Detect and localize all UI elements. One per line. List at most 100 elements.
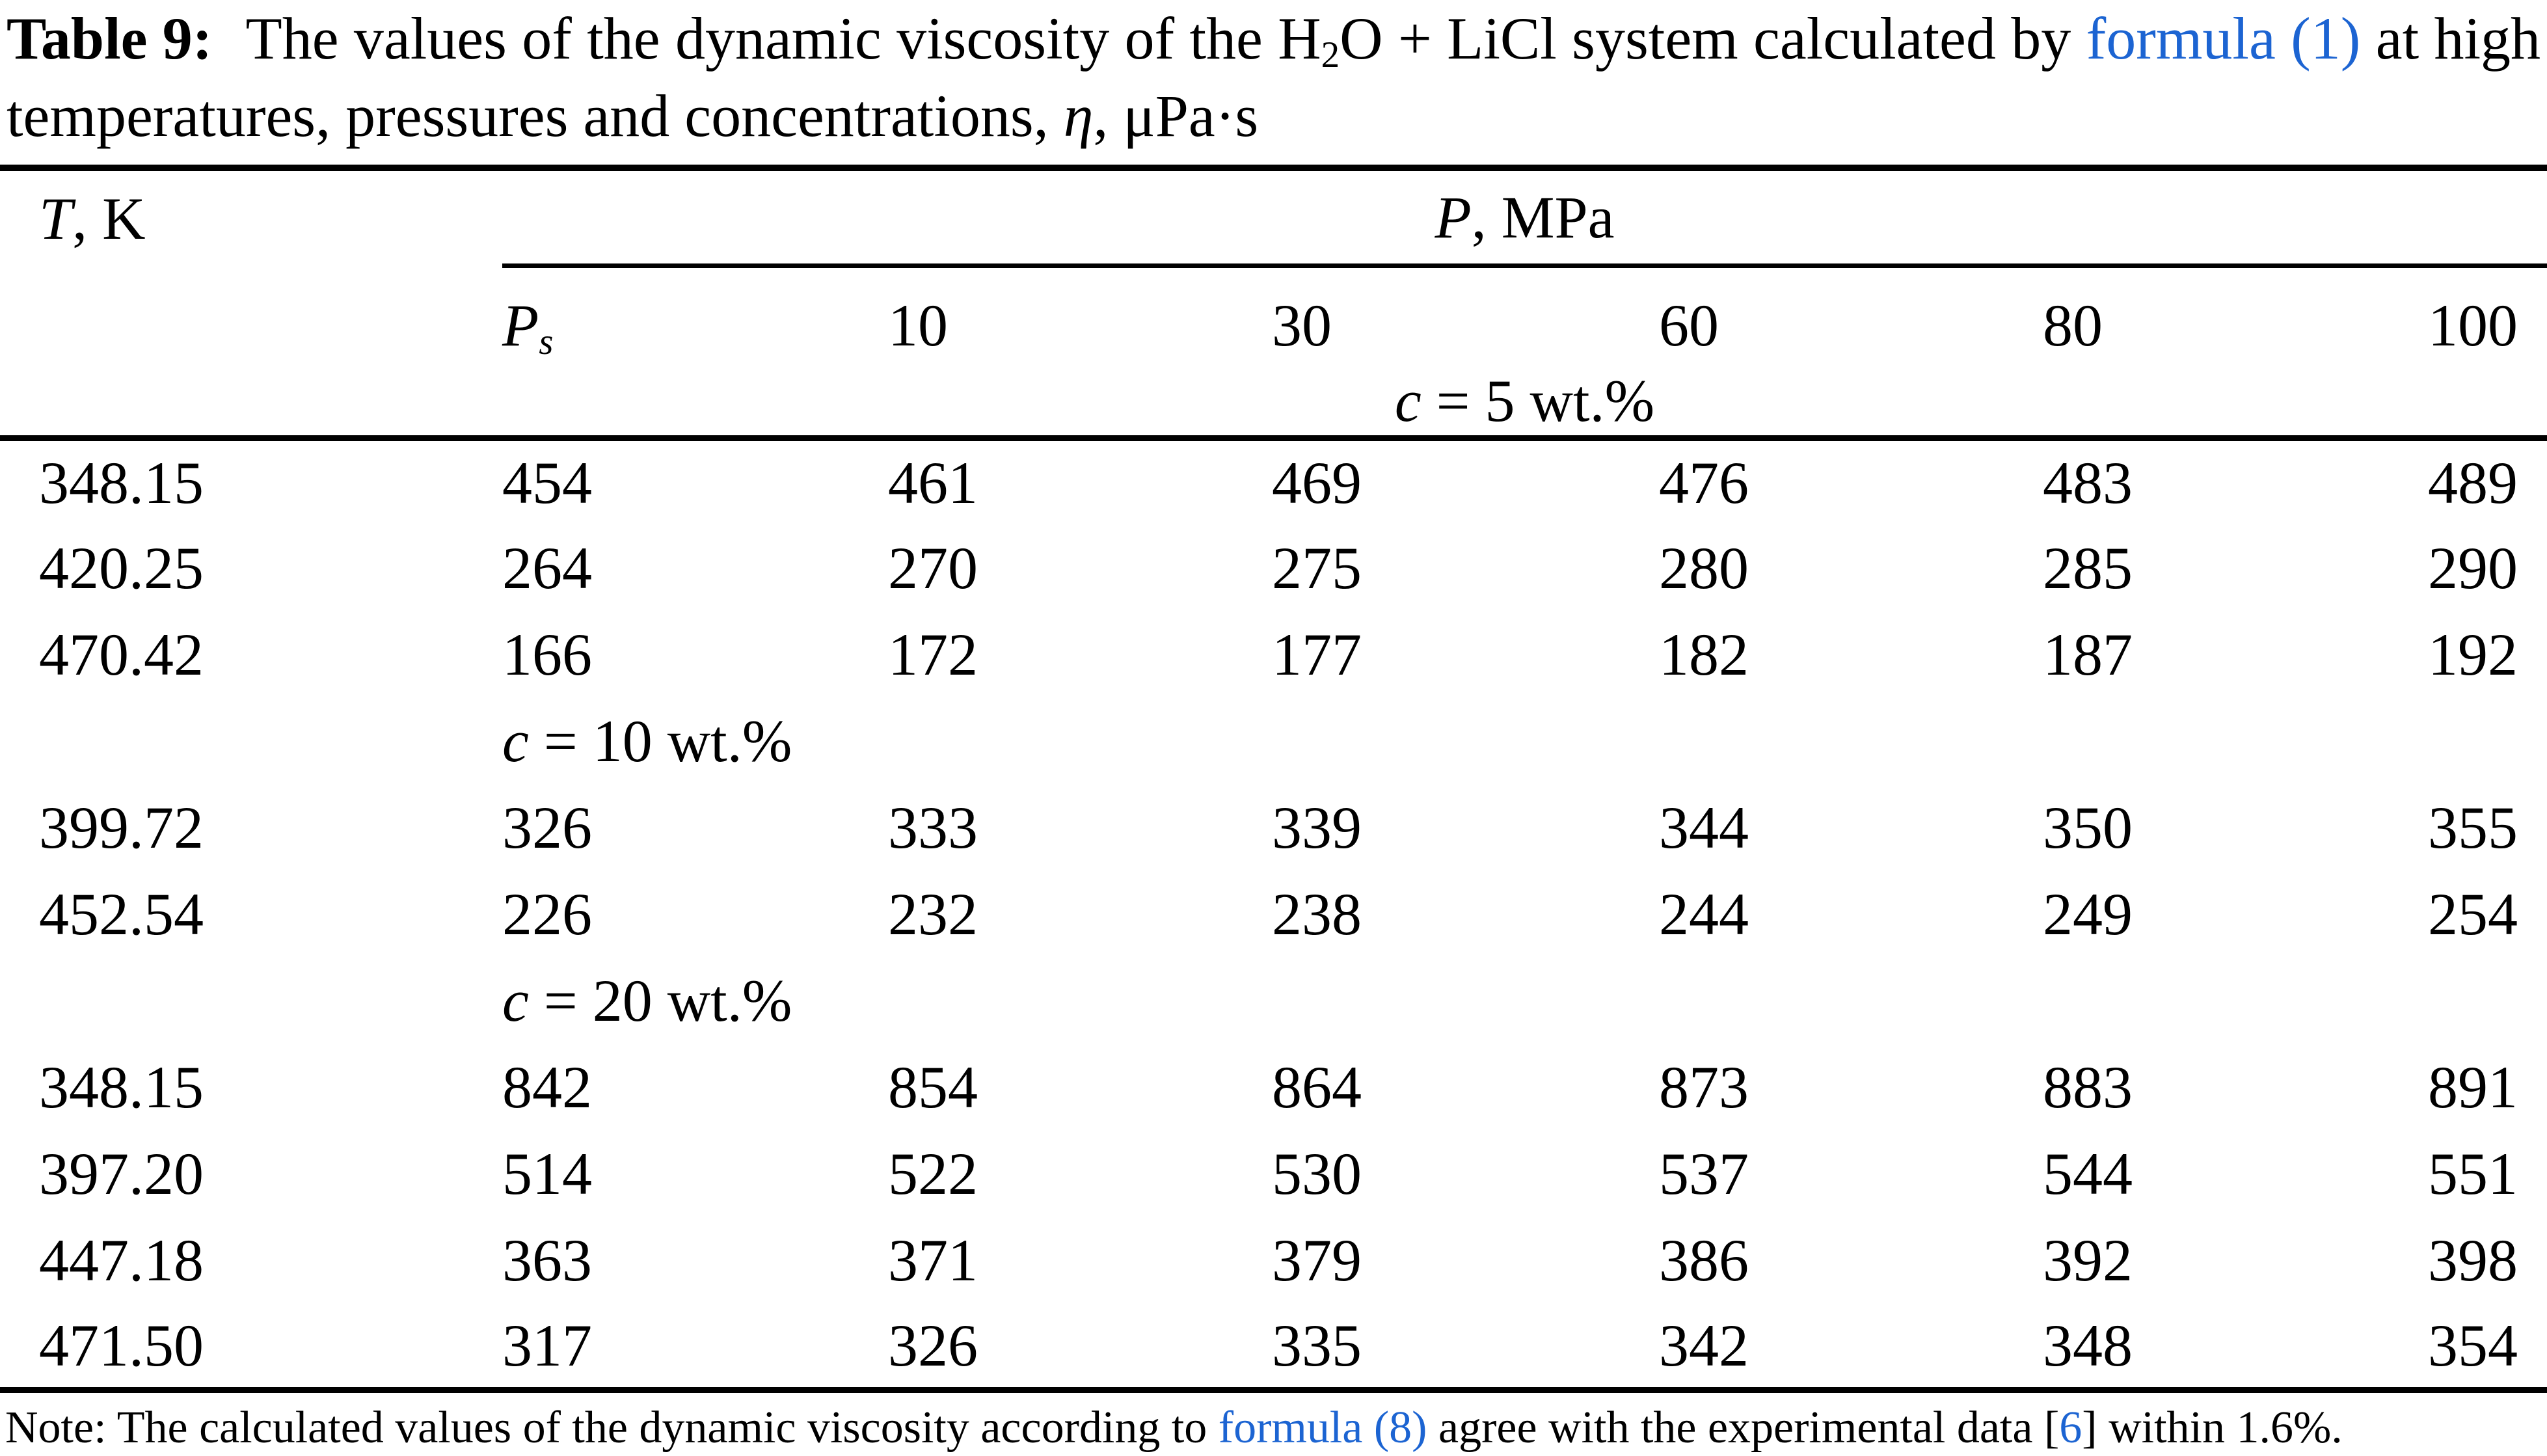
value-cell: 232: [888, 881, 978, 947]
value-cell: 172: [888, 621, 978, 688]
table-header: T, K P, MPa Ps 10 30 60 80 100 c = 5 wt.…: [0, 168, 2547, 441]
section-label-text: = 10 wt.%: [528, 708, 792, 774]
value-cell: 326: [888, 1312, 978, 1379]
value-cell: 398: [2428, 1227, 2518, 1293]
value-cell: 290: [2428, 535, 2518, 601]
formula-1-link[interactable]: formula (1): [2086, 5, 2361, 72]
viscosity-table: T, K P, MPa Ps 10 30 60 80 100 c = 5 wt.…: [0, 165, 2547, 1393]
value-cell: 544: [2043, 1140, 2133, 1207]
value-cell: 483: [2043, 450, 2133, 517]
spacer-cell: [0, 265, 502, 366]
table-row: 447.18 363 371 379 386 392 398: [0, 1217, 2547, 1304]
c-symbol: c: [502, 708, 529, 774]
t-unit: , K: [72, 185, 146, 252]
table-row: 452.54 226 232 238 244 249 254: [0, 871, 2547, 958]
spacer-cell: [0, 366, 502, 441]
value-cell: 182: [1659, 621, 1749, 688]
caption-line-2: temperatures, pressures and concentratio…: [7, 81, 2540, 150]
value-cell: 238: [1272, 881, 1362, 947]
temperature-cell: 399.72: [39, 794, 204, 861]
formula-8-link[interactable]: formula (8): [1218, 1403, 1427, 1453]
section-label-c5: c = 5 wt.%: [502, 366, 2547, 441]
value-cell: 187: [2043, 621, 2133, 688]
value-cell: 363: [502, 1227, 592, 1293]
table-body: 348.15 454 461 469 476 483 489 420.25 264 270 275 2…: [0, 438, 2547, 1390]
value-cell: 891: [2428, 1054, 2518, 1120]
temperature-cell: 397.20: [39, 1140, 204, 1207]
pressure-header-60: 60: [1659, 292, 1719, 359]
value-cell: 454: [502, 450, 592, 517]
value-cell: 264: [502, 535, 592, 601]
table-row: 399.72 326 333 339 344 350 355: [0, 785, 2547, 871]
value-cell: 469: [1272, 450, 1362, 517]
value-cell: 317: [502, 1312, 592, 1379]
pressure-header-80: 80: [2043, 292, 2103, 359]
temperature-cell: 348.15: [39, 450, 204, 517]
t-symbol: T: [39, 185, 73, 252]
value-cell: 280: [1659, 535, 1749, 601]
header-row-pressures: Ps 10 30 60 80 100: [0, 265, 2547, 366]
table-row: 348.15 454 461 469 476 483 489: [0, 438, 2547, 525]
c-symbol: c: [502, 967, 529, 1034]
value-cell: 285: [2043, 535, 2133, 601]
value-cell: 244: [1659, 881, 1749, 947]
section-label-row: c = 20 wt.%: [0, 958, 2547, 1044]
value-cell: 275: [1272, 535, 1362, 601]
temperature-column-header: T, K: [0, 168, 502, 265]
value-cell: 348: [2043, 1312, 2133, 1379]
value-cell: 354: [2428, 1312, 2518, 1379]
table-caption: Table 9: The values of the dynamic visco…: [0, 0, 2547, 150]
value-cell: 342: [1659, 1312, 1749, 1379]
section-label-text: = 5 wt.%: [1421, 368, 1655, 434]
caption-text-2: O + LiCl system calculated by: [1340, 5, 2086, 72]
table-number-label: Table 9:: [7, 5, 213, 72]
c-symbol: c: [1394, 368, 1422, 434]
value-cell: 371: [888, 1227, 978, 1293]
value-cell: 192: [2428, 621, 2518, 688]
value-cell: 551: [2428, 1140, 2518, 1207]
value-cell: 249: [2043, 881, 2133, 947]
pressure-column-group-header: P, MPa: [502, 168, 2547, 268]
caption-text-3: at high: [2360, 5, 2541, 72]
pressure-header-ps: Ps: [502, 265, 888, 366]
section-label-row-c5: c = 5 wt.%: [0, 366, 2547, 441]
note-text-1: Note: The calculated values of the dynam…: [5, 1403, 1219, 1453]
value-cell: 873: [1659, 1054, 1749, 1120]
reference-6-link[interactable]: 6: [2059, 1403, 2082, 1453]
section-label-text: = 20 wt.%: [528, 967, 792, 1034]
value-cell: 344: [1659, 794, 1749, 861]
section-label: c = 20 wt.%: [502, 958, 2547, 1044]
value-cell: 883: [2043, 1054, 2133, 1120]
p-symbol: P: [1435, 183, 1472, 250]
value-cell: 339: [1272, 794, 1362, 861]
header-row-main: T, K P, MPa: [0, 168, 2547, 268]
pressure-header-100: 100: [2428, 292, 2518, 359]
table-row: 470.42 166 172 177 182 187 192: [0, 612, 2547, 698]
value-cell: 166: [502, 621, 592, 688]
value-cell: 226: [502, 881, 592, 947]
value-cell: 522: [888, 1140, 978, 1207]
value-cell: 177: [1272, 621, 1362, 688]
value-cell: 355: [2428, 794, 2518, 861]
pressure-header-30: 30: [1272, 292, 1332, 359]
caption-text-1: The values of the dynamic viscosity of t…: [231, 5, 1321, 72]
value-cell: 476: [1659, 450, 1749, 517]
note-text-3: ] within 1.6%.: [2082, 1403, 2343, 1453]
value-cell: 489: [2428, 450, 2518, 517]
value-cell: 537: [1659, 1140, 1749, 1207]
table-row: 348.15 842 854 864 873 883 891: [0, 1044, 2547, 1131]
section-label: c = 10 wt.%: [502, 698, 2547, 785]
value-cell: 854: [888, 1054, 978, 1120]
caption-text-4: temperatures, pressures and concentratio…: [7, 83, 1064, 149]
p-unit: , MPa: [1471, 183, 1615, 250]
pressure-header-10: 10: [888, 292, 948, 359]
spacer-cell: [0, 958, 502, 1044]
value-cell: 326: [502, 794, 592, 861]
value-cell: 350: [2043, 794, 2133, 861]
eta-symbol: η: [1063, 83, 1094, 149]
table-row: 471.50 317 326 335 342 348 354: [0, 1304, 2547, 1390]
h2o-subscript: 2: [1321, 34, 1340, 75]
value-cell: 392: [2043, 1227, 2133, 1293]
note-text-2: agree with the experimental data [: [1427, 1403, 2060, 1453]
table-row: 397.20 514 522 530 537 544 551: [0, 1131, 2547, 1217]
